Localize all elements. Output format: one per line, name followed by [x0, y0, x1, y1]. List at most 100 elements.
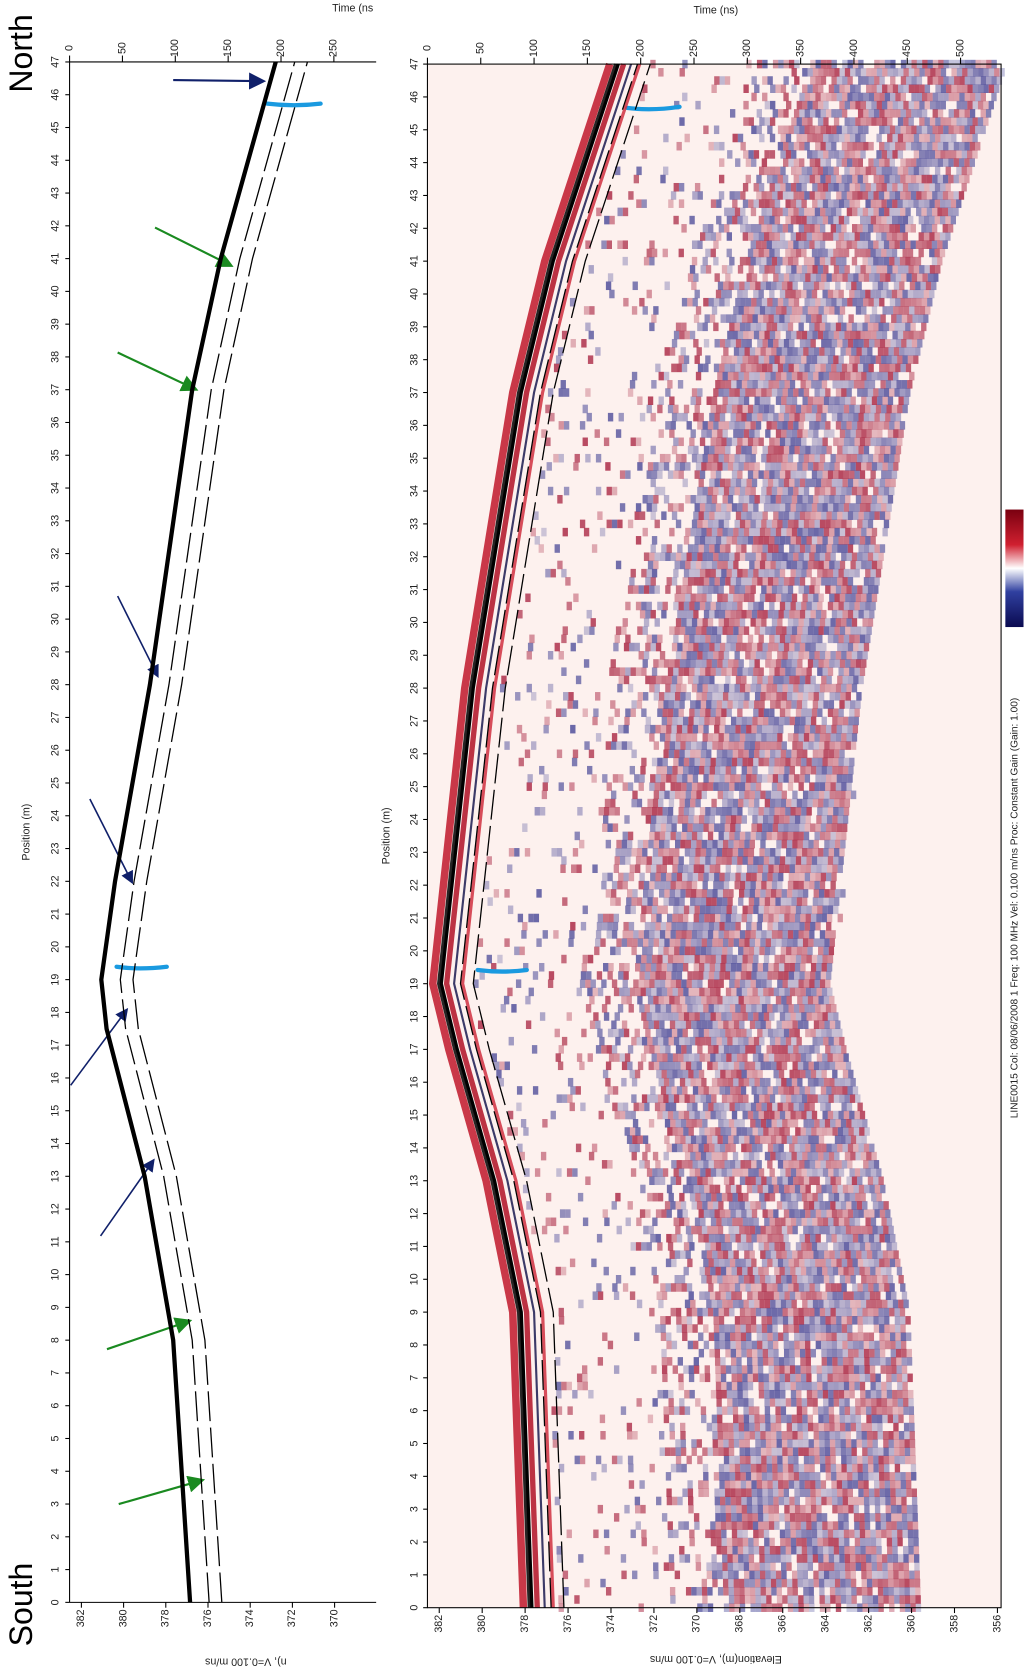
texture [673, 1111, 678, 1120]
texture [889, 1447, 894, 1456]
texture [746, 1341, 751, 1350]
texture [619, 988, 624, 997]
texture [658, 1193, 663, 1202]
texture [888, 1415, 893, 1424]
texture [556, 1382, 561, 1391]
texture [695, 1398, 700, 1407]
texture [785, 1365, 790, 1374]
texture [761, 979, 766, 988]
texture [824, 1078, 829, 1087]
texture [777, 832, 782, 841]
texture [829, 1423, 834, 1432]
texture [879, 1472, 884, 1481]
texture [608, 717, 613, 726]
texture [637, 626, 642, 635]
texture [834, 1094, 839, 1103]
texture [681, 618, 686, 627]
texture [802, 1562, 807, 1571]
texture [769, 1513, 774, 1522]
texture [806, 955, 811, 964]
texture [865, 1242, 870, 1251]
texture [744, 1275, 749, 1284]
texture [737, 1365, 742, 1374]
texture [745, 651, 750, 660]
texture [778, 1160, 783, 1169]
texture [637, 1037, 642, 1046]
texture [693, 1341, 698, 1350]
texture [736, 643, 741, 652]
texture [753, 1111, 758, 1120]
texture [735, 971, 740, 980]
texture [878, 1587, 883, 1596]
texture [614, 1513, 619, 1522]
texture [818, 1152, 823, 1161]
texture [666, 1259, 671, 1268]
texture [720, 963, 725, 972]
texture [737, 856, 742, 865]
texture [840, 1423, 845, 1432]
texture [830, 1176, 835, 1185]
texture [692, 1103, 697, 1112]
texture [885, 1234, 890, 1243]
texture [614, 988, 619, 997]
texture [779, 815, 784, 824]
texture [743, 799, 748, 808]
texture [890, 1234, 895, 1243]
texture [806, 1127, 811, 1136]
texture [711, 1094, 716, 1103]
texture [766, 1062, 771, 1071]
texture [754, 700, 759, 709]
texture [802, 1275, 807, 1284]
texture [776, 996, 781, 1005]
texture [688, 717, 693, 726]
texture [755, 1062, 760, 1071]
texture [860, 1111, 865, 1120]
texture [751, 782, 756, 791]
texture [880, 1497, 885, 1506]
texture [799, 1160, 804, 1169]
texture [817, 1530, 822, 1539]
texture [676, 1119, 681, 1128]
texture [819, 889, 824, 898]
texture [816, 1291, 821, 1300]
texture [722, 1300, 727, 1309]
texture [747, 643, 752, 652]
texture [881, 1267, 886, 1276]
texture [800, 766, 805, 775]
texture [752, 1209, 757, 1218]
texture [867, 1571, 872, 1580]
texture [820, 1447, 825, 1456]
texture [514, 947, 519, 956]
texture [797, 1562, 802, 1571]
texture [729, 1119, 734, 1128]
texture [853, 1086, 858, 1095]
texture [814, 840, 819, 849]
texture [613, 823, 618, 832]
texture [740, 1447, 745, 1456]
texture [752, 766, 757, 775]
texture [848, 1144, 853, 1153]
texture [861, 1250, 866, 1259]
texture [885, 1488, 890, 1497]
texture [821, 1070, 826, 1079]
texture [695, 708, 700, 717]
texture [761, 1464, 766, 1473]
texture [700, 955, 705, 964]
texture [698, 725, 703, 734]
texture [742, 815, 747, 824]
texture [801, 758, 806, 767]
texture [752, 1505, 757, 1514]
texture [839, 848, 844, 857]
texture [731, 1365, 736, 1374]
texture [625, 602, 630, 611]
texture [787, 1423, 792, 1432]
texture [858, 1480, 863, 1489]
texture [764, 807, 769, 816]
texture [599, 807, 604, 816]
texture [862, 1201, 867, 1210]
texture [845, 1152, 850, 1161]
texture [821, 971, 826, 980]
texture [838, 1530, 843, 1539]
texture [676, 881, 681, 890]
texture [760, 692, 765, 701]
